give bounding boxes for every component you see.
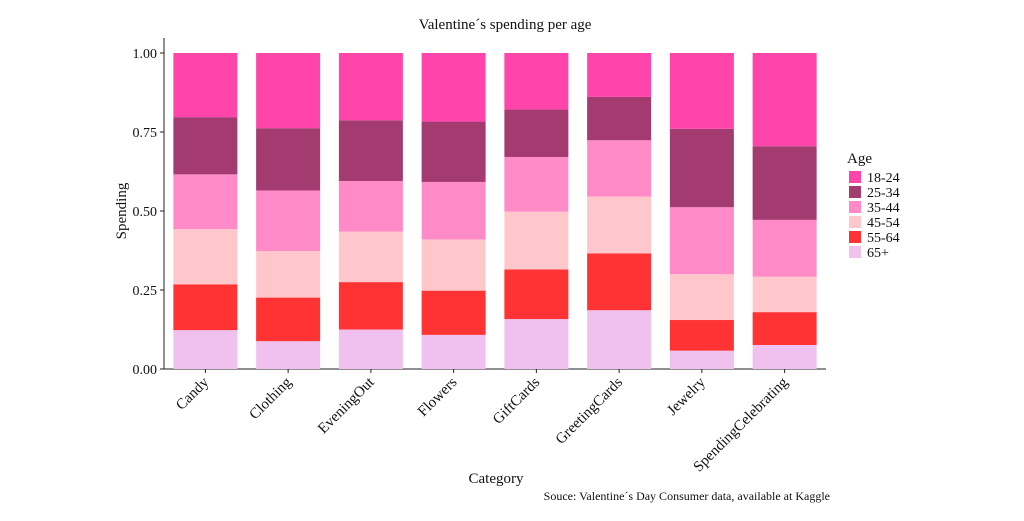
bar-segment	[173, 174, 238, 230]
legend-swatch	[849, 231, 861, 243]
bar-segment	[173, 284, 238, 331]
legend-swatch	[849, 216, 861, 228]
bar-segment	[669, 128, 734, 208]
bar-segment	[256, 297, 321, 342]
bar-segment	[669, 320, 734, 351]
y-tick-label: 0.75	[133, 126, 158, 141]
bar-segment	[669, 53, 734, 129]
bar-segment	[338, 282, 403, 330]
y-tick-label: 0.50	[133, 205, 158, 220]
bar-segment	[338, 329, 403, 369]
x-tick-label: Candy	[173, 374, 212, 413]
bar-segment	[421, 121, 486, 182]
bar-segment	[256, 251, 321, 298]
source-caption: Souce: Valentine´s Day Consumer data, av…	[544, 489, 830, 503]
legend-label: 18-24	[867, 171, 900, 186]
bar-segment	[338, 53, 403, 121]
bar-segment	[173, 117, 238, 175]
bar-segment	[752, 312, 817, 345]
bar-segment	[421, 290, 486, 335]
bar-segment	[752, 276, 817, 313]
bar-segment	[256, 190, 321, 252]
x-tick-label: Jewelry	[664, 374, 709, 419]
bar-segment	[752, 146, 817, 220]
bar-segment	[256, 341, 321, 369]
bar-segment	[587, 96, 652, 141]
bar-segment	[752, 53, 817, 147]
bar-segment	[752, 344, 817, 369]
bar-segment	[504, 211, 569, 270]
bar-segment	[173, 53, 238, 118]
bar-segment	[421, 334, 486, 369]
bar-segment	[752, 219, 817, 277]
bar-segment	[421, 181, 486, 240]
bar-segment	[504, 53, 569, 110]
bar-segment	[587, 53, 652, 97]
bar-segment	[504, 156, 569, 212]
legend-swatch	[849, 171, 861, 183]
bar-segment	[338, 180, 403, 232]
x-axis-label: Category	[469, 471, 524, 487]
x-tick-label: EveningOut	[315, 374, 378, 437]
bar-segment	[338, 231, 403, 283]
bar-segment	[504, 109, 569, 157]
y-tick-label: 0.00	[133, 363, 158, 378]
bar-segment	[669, 207, 734, 275]
legend-title: Age	[847, 151, 872, 167]
legend-label: 65+	[867, 246, 889, 261]
legend-swatch	[849, 186, 861, 198]
bar-segment	[338, 120, 403, 181]
bar-segment	[587, 253, 652, 311]
x-tick-label: Clothing	[247, 374, 296, 423]
bar-segment	[669, 350, 734, 369]
x-tick-label: Flowers	[415, 374, 461, 420]
legend-label: 35-44	[867, 201, 900, 216]
x-tick-label: GiftCards	[490, 374, 543, 427]
bar-segment	[421, 53, 486, 122]
bar-segment	[587, 310, 652, 369]
bar-segment	[256, 53, 321, 129]
bar-segment	[173, 330, 238, 369]
x-tick-label: SpendingCelebrating	[691, 374, 792, 475]
bar-segment	[504, 269, 569, 320]
chart-title: Valentine´s spending per age	[419, 17, 592, 33]
legend-swatch	[849, 201, 861, 213]
y-tick-label: 1.00	[133, 47, 158, 62]
legend-swatch	[849, 246, 861, 258]
bar-segment	[669, 274, 734, 321]
bar-segment	[587, 196, 652, 254]
x-tick-label: GreetingCards	[553, 374, 626, 447]
y-tick-label: 0.25	[133, 284, 158, 299]
bar-segment	[504, 319, 569, 369]
y-axis-label: Spending	[114, 182, 130, 239]
bar-segment	[256, 128, 321, 191]
plot-area: 0.00 0.25 0.50 0.75 1.00 Candy Clothing Evening…	[133, 38, 826, 475]
legend-label: 55-64	[867, 231, 900, 246]
legend-label: 25-34	[867, 186, 900, 201]
bar-segment	[173, 229, 238, 285]
bar-segment	[421, 239, 486, 291]
legend-label: 45-54	[867, 216, 900, 231]
bar-segment	[587, 140, 652, 197]
